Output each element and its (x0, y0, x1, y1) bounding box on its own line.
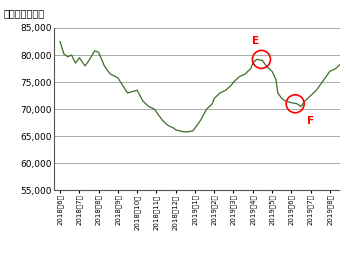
Text: F: F (307, 116, 314, 126)
Text: E: E (252, 36, 259, 46)
Text: 単位：百万ドル: 単位：百万ドル (4, 8, 45, 18)
